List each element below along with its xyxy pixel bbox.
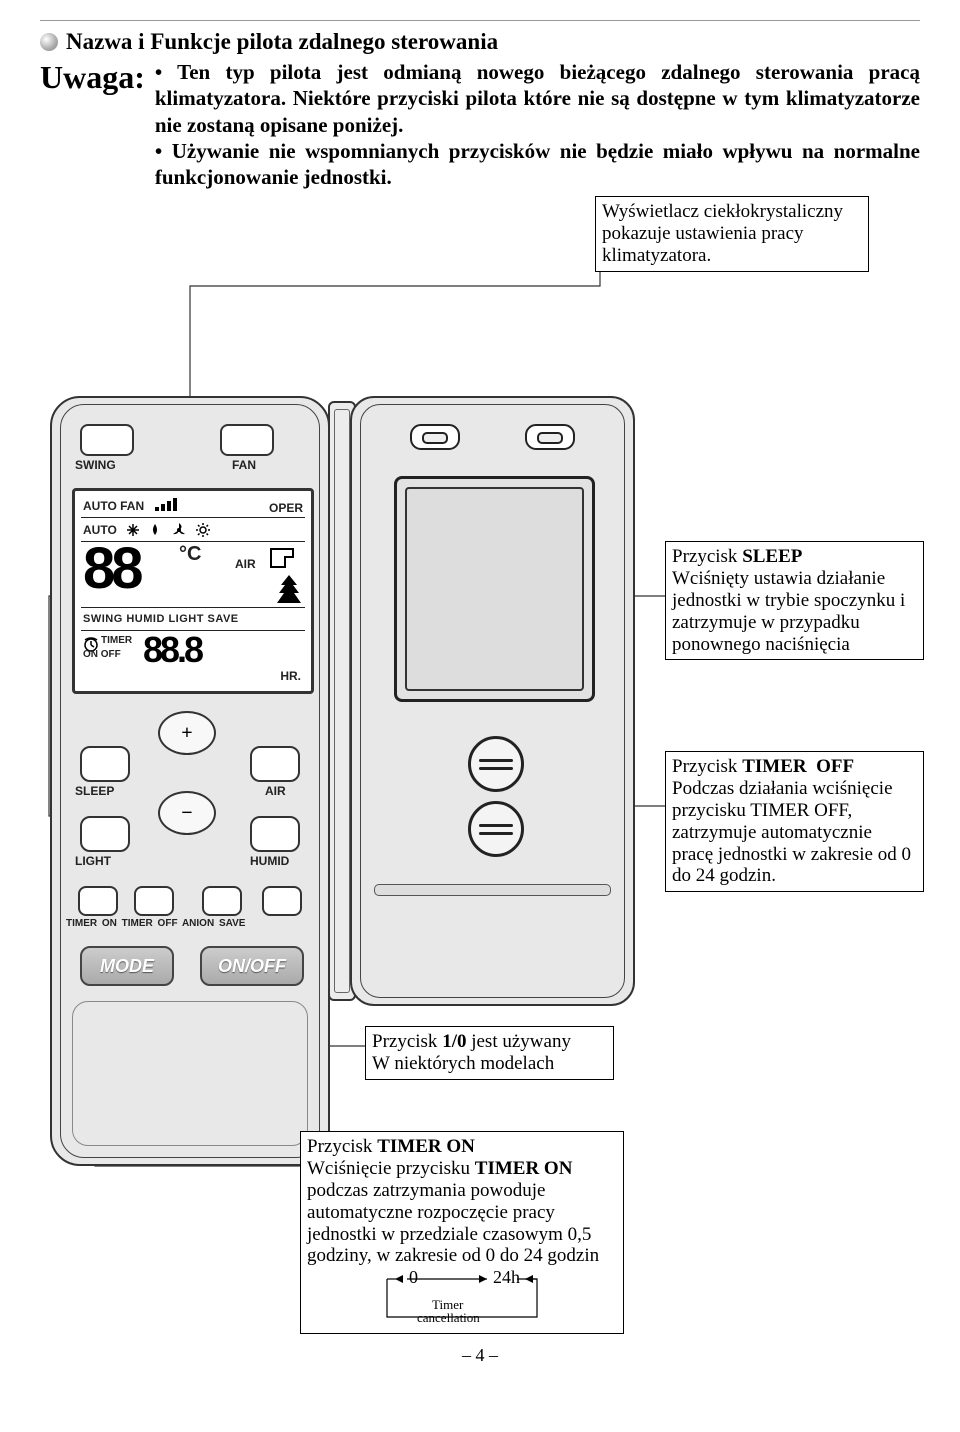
air-button[interactable]	[250, 746, 300, 782]
svg-text:24h: 24h	[493, 1269, 520, 1287]
tree-icon	[277, 575, 301, 605]
mode-button[interactable]: MODE	[80, 946, 174, 986]
lcd-onoff-label: ON OFF	[83, 649, 121, 660]
lcd-timer-digits: 88.8	[143, 629, 201, 671]
plus-button[interactable]: +	[158, 711, 216, 755]
lcd-autofan: AUTO FAN	[83, 499, 144, 513]
callout-onoff-body: W niektórych modelach	[372, 1053, 554, 1074]
sleep-button[interactable]	[80, 746, 130, 782]
light-label: LIGHT	[75, 854, 111, 868]
battery-slot-2	[468, 801, 524, 857]
anion-button[interactable]	[202, 886, 242, 916]
lcd-oper: OPER	[269, 501, 303, 515]
callout-lcd-text: Wyświetlacz ciekłokrystaliczny pokazuje …	[602, 201, 843, 266]
callout-sleep-body: Wciśnięty ustawia działanie jednostki w …	[672, 568, 905, 655]
lcd-row3: SWING HUMID LIGHT SAVE	[83, 613, 239, 625]
humid-label: HUMID	[250, 854, 289, 868]
onoff-button[interactable]: ON/OFF	[200, 946, 304, 986]
cover-window	[394, 476, 595, 702]
callout-timer-off-body: Podczas działania wciśnięcie przycisku T…	[672, 778, 911, 886]
timer-on-button[interactable]	[78, 886, 118, 916]
humid-button[interactable]	[250, 816, 300, 852]
svg-text:cancellation: cancellation	[417, 1310, 480, 1325]
callout-onoff-title: Przycisk 1/0 jest używany	[372, 1031, 607, 1053]
bottom-small-labels: TIMER ON TIMER OFF ANION SAVE	[66, 918, 245, 929]
callout-timer-on: Przycisk TIMER ON Wciśnięcie przycisku T…	[300, 1131, 624, 1334]
callout-timer-off-title: Przycisk TIMER OFF	[672, 756, 917, 778]
uwaga-label: Uwaga:	[40, 59, 145, 190]
sleep-label: SLEEP	[75, 784, 114, 798]
callout-onoff: Przycisk 1/0 jest używany W niektórych m…	[365, 1026, 614, 1080]
timer-loop-diagram: 0 24h Timer cancellation	[377, 1269, 617, 1329]
swing-button[interactable]	[80, 424, 134, 456]
notes-block: Ten typ pilota jest odmianą nowego bieżą…	[155, 59, 920, 190]
callout-timer-on-l2: Wciśnięcie przycisku TIMER ON podczas za…	[307, 1158, 599, 1266]
swing-label: SWING	[75, 458, 116, 472]
timer-off-button[interactable]	[134, 886, 174, 916]
lcd-timer-label: TIMER	[101, 635, 132, 646]
callout-lcd: Wyświetlacz ciekłokrystaliczny pokazuje …	[595, 196, 869, 272]
svg-text:0: 0	[409, 1269, 418, 1287]
remote-closed: SWING FAN AUTO FAN OPER AUTO	[50, 396, 330, 1166]
fan-button[interactable]	[220, 424, 274, 456]
callout-sleep-title-real: Przycisk SLEEP	[672, 546, 917, 568]
mode-icons	[125, 521, 245, 539]
cover-ridge	[374, 884, 611, 896]
air-direction-icon	[269, 547, 297, 571]
lcd-temp-digits: 88	[83, 535, 140, 602]
lcd-display: AUTO FAN OPER AUTO	[72, 488, 314, 694]
lcd-hr: HR.	[280, 669, 301, 683]
page-title: Nazwa i Funkcje pilota zdalnego sterowan…	[66, 29, 498, 55]
note-1: Ten typ pilota jest odmianą nowego bieżą…	[155, 59, 920, 138]
callout-sleep: /*inline fix below*/ Przycisk SLEEP Wciś…	[665, 541, 924, 660]
light-button[interactable]	[80, 816, 130, 852]
save-button[interactable]	[262, 886, 302, 916]
cover-latch-right	[525, 424, 575, 450]
callout-timer-on-title: Przycisk TIMER ON	[307, 1136, 617, 1158]
lcd-air: AIR	[235, 557, 256, 571]
signal-bars-icon	[155, 498, 183, 512]
battery-slot-1	[468, 736, 524, 792]
note-2: Używanie nie wspomnianych przycisków nie…	[155, 138, 920, 191]
minus-button[interactable]: −	[158, 791, 216, 835]
sphere-bullet-icon	[40, 33, 58, 51]
air-label: AIR	[265, 784, 286, 798]
cover-latch-left	[410, 424, 460, 450]
callout-timer-off: Przycisk TIMER OFF Podczas działania wci…	[665, 751, 924, 892]
lcd-temp-unit: °C	[179, 543, 201, 566]
fan-label: FAN	[232, 458, 256, 472]
remote-cover	[350, 396, 635, 1006]
page-number: – 4 –	[40, 1345, 920, 1366]
